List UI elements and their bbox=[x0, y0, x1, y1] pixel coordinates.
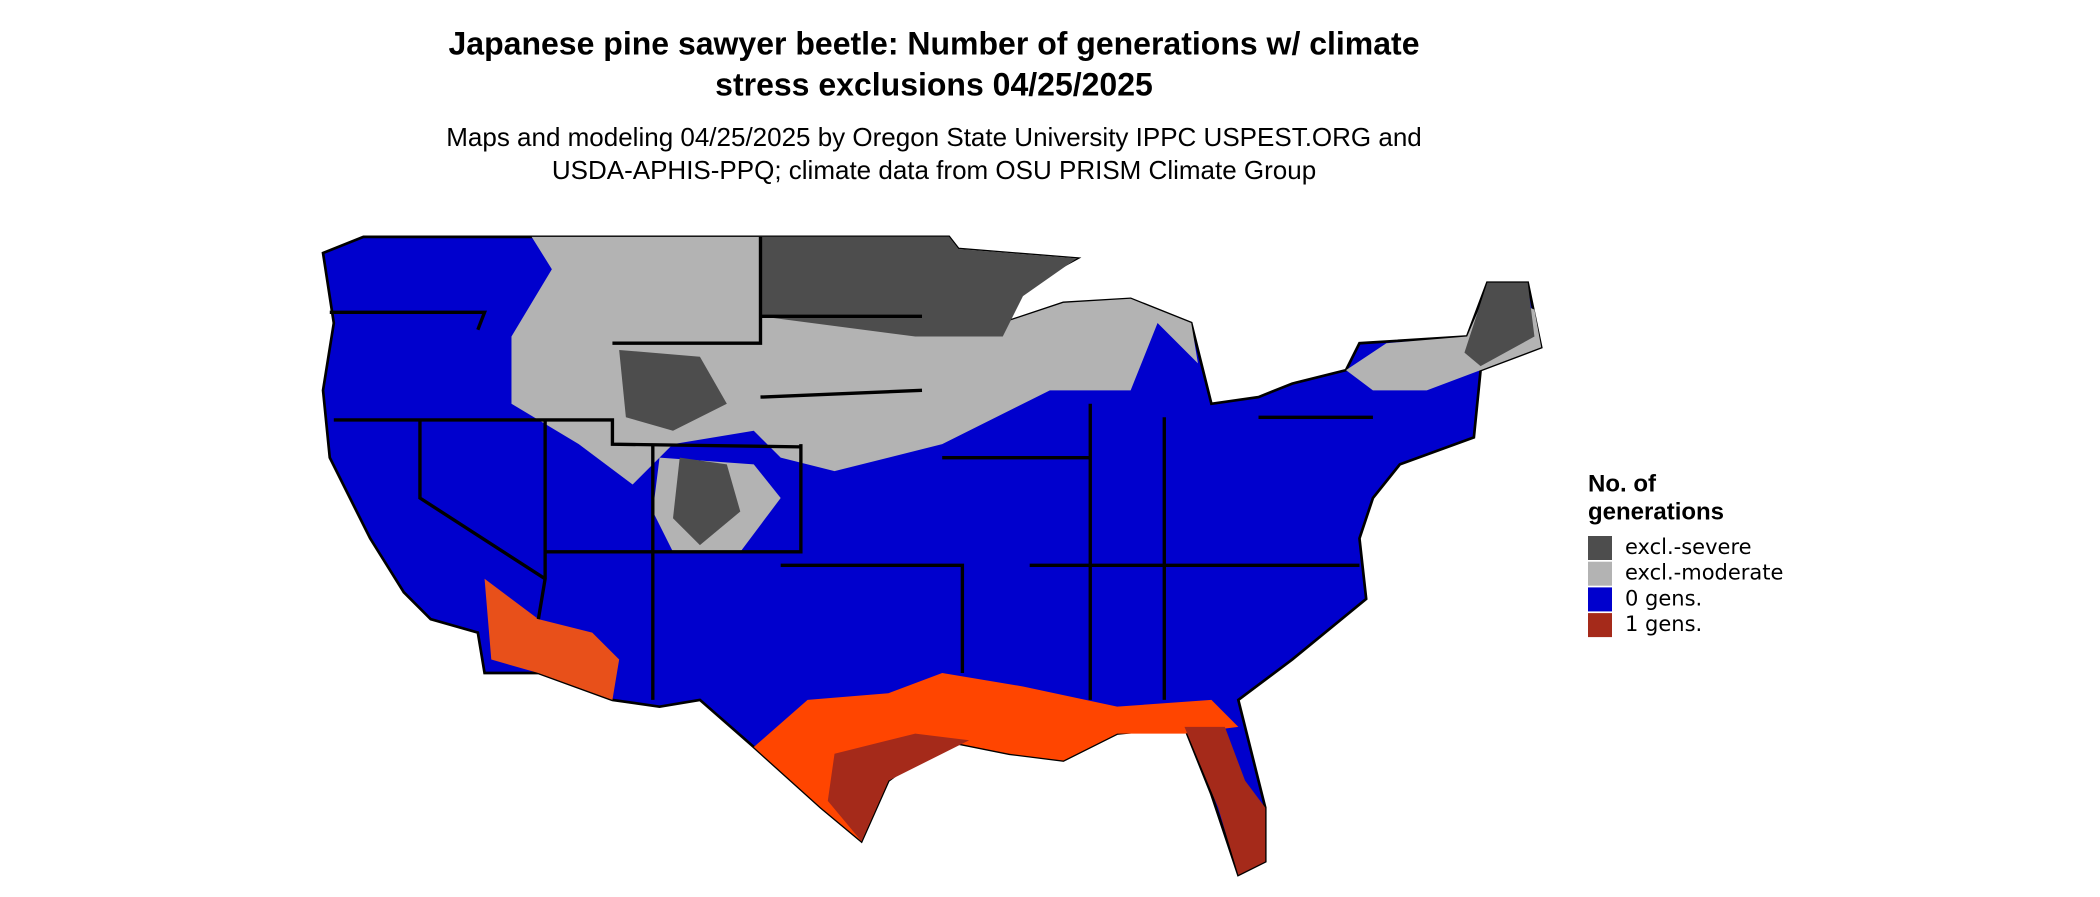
state-lines bbox=[329, 236, 1373, 700]
legend-label: excl.-severe bbox=[1625, 535, 1752, 559]
title: Japanese pine sawyer beetle: Number of g… bbox=[449, 25, 1420, 61]
legend-swatch bbox=[1588, 561, 1612, 586]
legend-label: 1 gens. bbox=[1625, 612, 1702, 636]
region-excl-severe bbox=[673, 457, 741, 546]
subtitle: USDA-APHIS-PPQ; climate data from OSU PR… bbox=[552, 155, 1316, 185]
region-excl-severe bbox=[619, 349, 727, 431]
region-one-gen bbox=[1184, 726, 1266, 875]
region-one-gen bbox=[827, 733, 970, 842]
region-excl-severe bbox=[1464, 282, 1535, 367]
legend-swatch bbox=[1588, 536, 1612, 560]
subtitle: Maps and modeling 04/25/2025 by Oregon S… bbox=[446, 122, 1422, 152]
us-map bbox=[321, 235, 1543, 877]
region-excl-severe bbox=[760, 236, 1077, 337]
legend-swatch bbox=[1588, 613, 1612, 638]
title: stress exclusions 04/25/2025 bbox=[715, 66, 1153, 102]
region-warm bbox=[484, 578, 620, 700]
legend-swatch bbox=[1588, 587, 1612, 612]
legend-title: generations bbox=[1588, 498, 1724, 525]
legend-label: 0 gens. bbox=[1625, 586, 1702, 610]
legend-label: excl.-moderate bbox=[1625, 561, 1783, 585]
legend-title: No. of bbox=[1588, 470, 1657, 497]
